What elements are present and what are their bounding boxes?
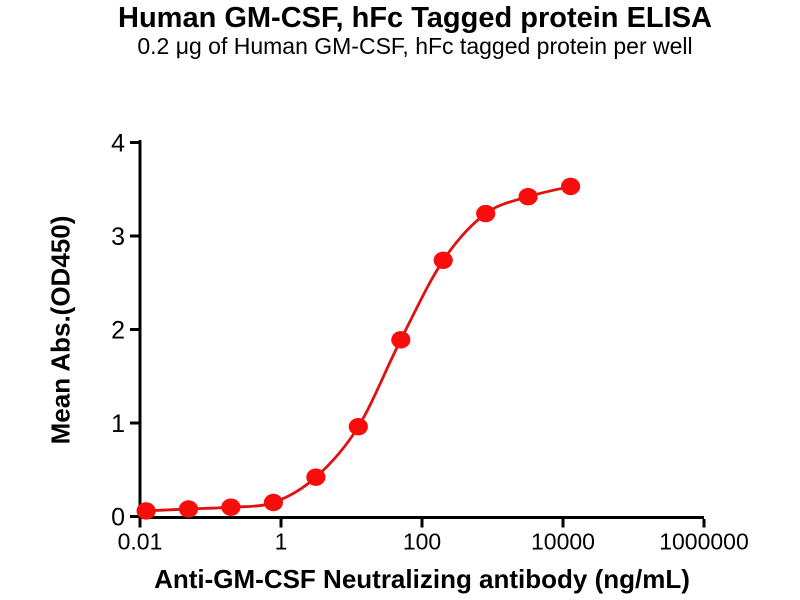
data-point bbox=[476, 204, 496, 223]
x-axis-label: Anti-GM-CSF Neutralizing antibody (ng/mL… bbox=[154, 564, 690, 594]
y-tick-label: 4 bbox=[111, 130, 125, 158]
data-point bbox=[306, 468, 326, 486]
data-point bbox=[391, 331, 411, 349]
x-tick-label: 1000000 bbox=[659, 529, 749, 555]
x-tick-label: 10000 bbox=[531, 529, 595, 555]
data-point bbox=[518, 188, 538, 206]
x-ticks: 0.01 1 100 10000 1000000 bbox=[118, 519, 749, 555]
x-tick-label: 1 bbox=[275, 529, 288, 555]
y-tick-label: 0 bbox=[111, 504, 125, 532]
chart-subtitle: 0.2 μg of Human GM-CSF, hFc tagged prote… bbox=[137, 33, 693, 59]
data-series bbox=[136, 177, 581, 520]
y-ticks: 0 1 2 3 4 bbox=[111, 130, 140, 532]
y-tick-label: 3 bbox=[111, 223, 125, 251]
y-tick-label: 2 bbox=[111, 317, 125, 345]
x-tick-label: 100 bbox=[403, 529, 441, 555]
data-point bbox=[178, 500, 199, 518]
x-tick-label: 0.01 bbox=[118, 529, 163, 555]
data-point bbox=[136, 502, 156, 520]
data-point bbox=[221, 498, 241, 516]
fit-curve bbox=[144, 185, 572, 513]
axes bbox=[138, 140, 704, 519]
data-point bbox=[433, 251, 453, 269]
chart-title: Human GM-CSF, hFc Tagged protein ELISA bbox=[118, 2, 712, 34]
data-point bbox=[561, 177, 581, 196]
y-tick-label: 1 bbox=[111, 410, 125, 438]
data-point bbox=[348, 418, 368, 436]
data-point bbox=[263, 493, 283, 512]
